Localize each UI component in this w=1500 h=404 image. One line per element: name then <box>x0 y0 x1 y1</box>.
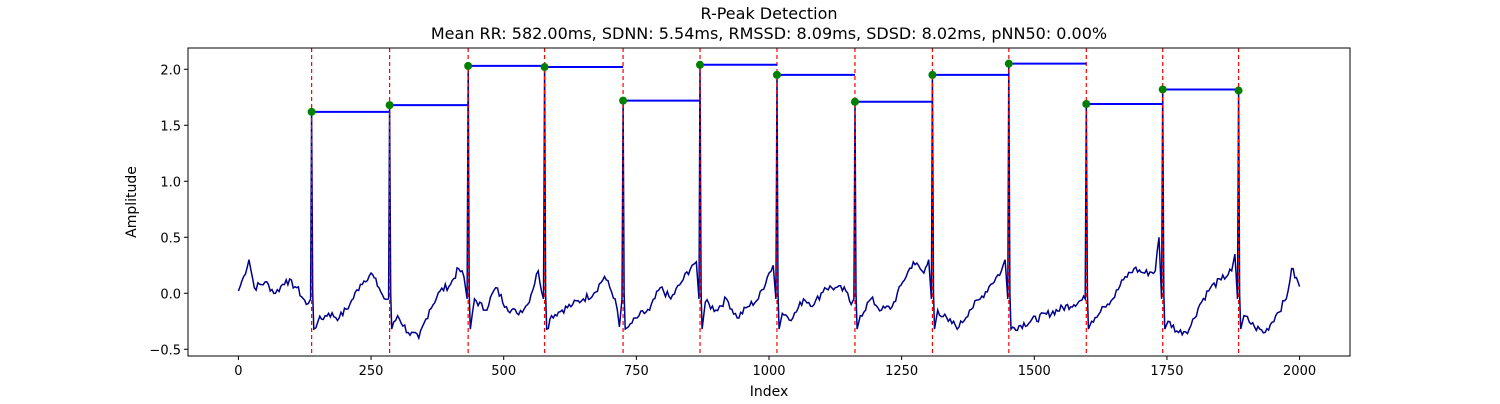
y-tick-label-3: 1.0 <box>160 175 181 190</box>
axes-frame <box>187 47 1351 357</box>
x-tick-label-8: 2000 <box>1283 364 1316 379</box>
y-tick-label-1: 0.0 <box>160 287 181 302</box>
r-peak-marker-4 <box>619 96 628 105</box>
x-tick-label-5: 1250 <box>885 364 918 379</box>
r-peak-marker-11 <box>1158 85 1167 94</box>
r-peak-marker-9 <box>1004 59 1013 68</box>
r-peak-marker-5 <box>696 60 705 69</box>
y-tick-label-4: 1.5 <box>160 119 181 134</box>
r-peak-marker-6 <box>772 70 781 79</box>
ecg-signal-line <box>237 63 1301 341</box>
x-tick-label-2: 500 <box>491 364 516 379</box>
r-peak-marker-3 <box>540 63 549 72</box>
chart-title: R-Peak Detection <box>700 4 837 23</box>
r-peak-marker-0 <box>307 107 316 116</box>
r-peak-marker-12 <box>1234 86 1243 95</box>
r-peak-marker-2 <box>464 61 473 70</box>
y-tick-label-5: 2.0 <box>160 63 181 78</box>
y-tick-label-0: −0.5 <box>149 343 181 358</box>
r-peak-marker-7 <box>850 97 859 106</box>
r-peak-marker-10 <box>1082 100 1091 108</box>
y-axis-label: Amplitude <box>124 166 140 238</box>
x-axis-label: Index <box>750 384 789 400</box>
r-peak-marker-1 <box>385 101 394 110</box>
y-tick-label-2: 0.5 <box>160 231 181 246</box>
r-peak-marker-8 <box>928 70 937 79</box>
x-tick-label-3: 750 <box>624 364 649 379</box>
chart-subtitle: Mean RR: 582.00ms, SDNN: 5.54ms, RMSSD: … <box>431 24 1107 43</box>
x-tick-label-7: 1750 <box>1150 364 1183 379</box>
x-tick-label-6: 1500 <box>1018 364 1051 379</box>
plot-area: 0 250 500 750 1000 1250 1500 1750 2000 −0.5 0.0 0.5… <box>149 47 1351 379</box>
x-tick-label-0: 0 <box>234 364 242 379</box>
x-tick-label-4: 1000 <box>752 364 785 379</box>
x-tick-label-1: 250 <box>359 364 384 379</box>
